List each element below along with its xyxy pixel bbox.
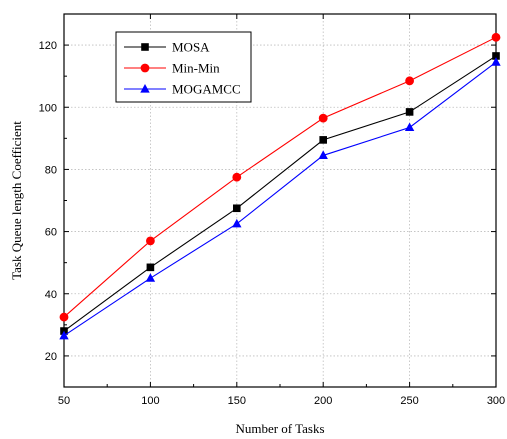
x-tick-label: 50 <box>58 395 70 407</box>
y-axis-title: Task Queue length Coefficient <box>9 121 24 280</box>
legend-marker-mogamcc <box>140 84 150 93</box>
series-line-mogamcc <box>63 61 497 337</box>
series-line-mosa <box>63 55 497 332</box>
data-point-mosa <box>319 136 327 144</box>
data-point-min-min <box>491 32 501 42</box>
grid <box>64 14 496 387</box>
data-point-mogamcc <box>491 57 501 66</box>
x-tick-label: 200 <box>314 395 332 407</box>
data-point-mosa <box>146 263 155 272</box>
data-point-mogamcc <box>59 330 69 340</box>
legend-label-min-min: Min-Min <box>172 61 220 76</box>
data-point-mogamcc <box>232 218 242 228</box>
series-line-min-min <box>63 36 497 318</box>
x-tick-label: 250 <box>400 395 418 407</box>
data-point-min-min <box>318 113 328 123</box>
y-tick-label: 60 <box>45 227 57 239</box>
data-point-mogamcc <box>318 150 328 160</box>
series-mogamcc <box>59 57 501 340</box>
data-point-mosa <box>405 108 414 116</box>
series-min-min <box>59 32 501 322</box>
legend-marker-min-min <box>140 63 150 73</box>
x-tick-label: 100 <box>141 395 159 407</box>
legend-label-mosa: MOSA <box>172 40 210 55</box>
data-point-mosa <box>233 204 241 213</box>
data-point-min-min <box>146 236 155 246</box>
x-axis-title: Number of Tasks <box>235 421 324 436</box>
data-point-min-min <box>232 172 242 182</box>
y-tick-label: 100 <box>39 102 57 114</box>
data-point-min-min <box>59 312 69 322</box>
x-tick-label: 150 <box>228 395 246 407</box>
data-point-mogamcc <box>145 273 156 282</box>
legend-marker-mosa <box>141 43 149 51</box>
y-tick-label: 40 <box>45 289 57 301</box>
series-layer <box>59 32 501 340</box>
x-tick-label: 300 <box>487 395 505 407</box>
data-point-mosa <box>492 52 500 60</box>
data-point-min-min <box>405 76 414 86</box>
data-point-mogamcc <box>404 122 415 132</box>
y-tick-label: 20 <box>45 351 57 363</box>
legend-label-mogamcc: MOGAMCC <box>172 82 241 97</box>
y-tick-label: 120 <box>39 40 57 52</box>
legend: MOSA Min-Min MOGAMCC <box>115 31 252 103</box>
legend-box <box>115 31 252 103</box>
axis-ticks: 50 100 150 200 250 300 20 40 60 80 100 120 <box>39 14 505 407</box>
y-tick-label: 80 <box>45 164 57 176</box>
